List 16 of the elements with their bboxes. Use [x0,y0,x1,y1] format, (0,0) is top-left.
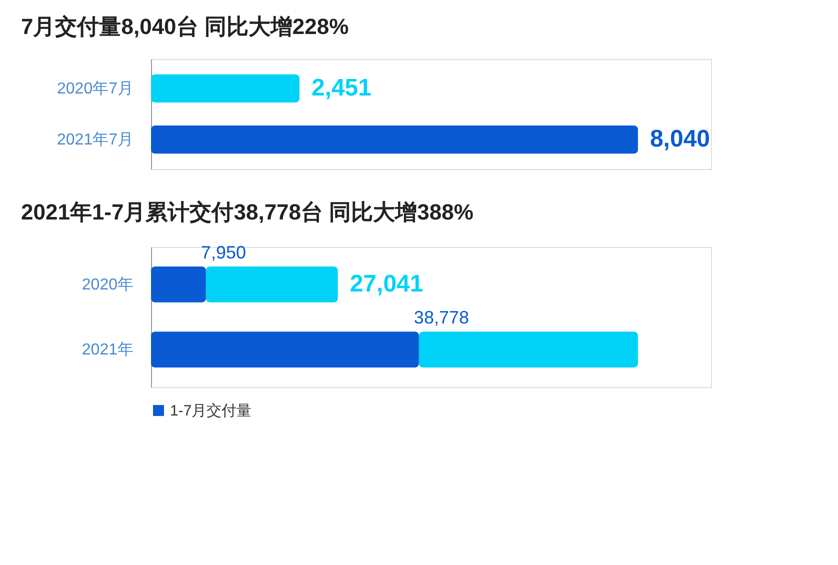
data-label: 2,451 [311,74,372,102]
data-label: 38,778 [414,308,469,328]
chart-title: 2021年1-7月累计交付38,778台 同比大增388% [21,199,474,224]
legend-label: 1-7月交付量 [170,402,252,420]
bar [206,266,338,302]
chart-title: 7月交付量8,040台 同比大增228% [21,14,349,39]
y-tick-label: 2020年 [82,276,134,294]
data-label: 8,040 [650,126,710,153]
y-tick-label: 2021年 [82,342,134,359]
total-label: 27,041 [350,270,424,298]
bar [418,332,638,368]
y-tick-label: 2021年7月 [57,132,134,149]
data-label: 7,950 [200,242,246,262]
y-tick-label: 2020年7月 [57,80,134,98]
bar [151,332,419,368]
bar [151,266,206,302]
